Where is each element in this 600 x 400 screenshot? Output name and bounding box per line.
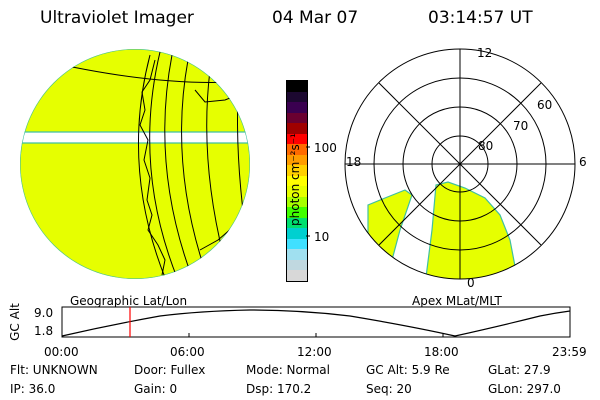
polar-grid: [344, 48, 576, 280]
colorbar-segment: [287, 259, 307, 271]
mlt-label-6: 6: [579, 155, 587, 169]
date-label: 04 Mar 07: [272, 8, 359, 28]
sequence-status: Seq: 20: [366, 382, 412, 396]
uv-emission-polar-2: [424, 181, 519, 279]
time-tick-2359: 23:59: [552, 345, 587, 359]
colorbar-segment: [287, 175, 307, 187]
altitude-tick-9: 9.0: [34, 306, 54, 320]
colorbar: [286, 80, 308, 282]
gain-status: Gain: 0: [134, 382, 178, 396]
geographic-panel-label: Geographic Lat/Lon: [70, 294, 188, 308]
colorbar-segment: [287, 196, 307, 208]
time-tick-1200: 12:00: [297, 345, 332, 359]
mlat-label-70: 70: [513, 119, 529, 133]
altitude-curve: [61, 309, 571, 337]
mode-status: Mode: Normal: [246, 363, 330, 377]
colorbar-tick-100: 100: [314, 141, 337, 155]
colorbar-segment: [287, 91, 307, 103]
mlt-label-0: 0: [467, 276, 475, 290]
colorbar-segment: [287, 165, 307, 176]
mlt-label-12: 12: [477, 46, 493, 60]
colorbar-segment: [287, 249, 307, 260]
ip-status: IP: 36.0: [10, 382, 56, 396]
time-label: 03:14:57 UT: [428, 8, 533, 28]
mlat-label-60: 60: [537, 98, 553, 112]
colorbar-segment: [287, 123, 307, 134]
colorbar-segment: [287, 102, 307, 113]
colorbar-segment: [287, 144, 307, 155]
colorbar-segment: [287, 217, 307, 229]
colorbar-segment: [287, 238, 307, 250]
colorbar-segment: [287, 112, 307, 124]
colorbar-segment: [287, 186, 307, 197]
dsp-status: Dsp: 170.2: [246, 382, 312, 396]
door-status: Door: Fullex: [134, 363, 206, 377]
time-tick-1800: 18:00: [424, 345, 459, 359]
lat-lon-grid: [39, 51, 250, 279]
colorbar-segment: [287, 154, 307, 166]
time-tick-0600: 06:00: [170, 345, 205, 359]
time-tick-0000: 00:00: [44, 345, 79, 359]
geo-lat-status: GLat: 27.9: [488, 363, 551, 377]
colorbar-tick-10: 10: [314, 230, 330, 244]
altitude-axis-label: GC Alt: [8, 303, 22, 341]
colorbar-segment: [287, 133, 307, 145]
colorbar-segment: [287, 207, 307, 218]
geo-lon-status: GLon: 297.0: [488, 382, 561, 396]
filter-status: Flt: UNKNOWN: [10, 363, 98, 377]
altitude-tick-1-8: 1.8: [34, 324, 54, 338]
colorbar-segment: [287, 270, 307, 281]
gc-altitude-status: GC Alt: 5.9 Re: [366, 363, 450, 377]
mlt-label-18: 18: [346, 155, 362, 169]
instrument-title: Ultraviolet Imager: [40, 8, 194, 28]
apex-panel-label: Apex MLat/MLT: [412, 294, 502, 308]
altitude-plot-frame: [61, 306, 571, 338]
colorbar-segment: [287, 228, 307, 239]
mlat-label-80: 80: [478, 139, 494, 153]
colorbar-segment: [287, 81, 307, 92]
